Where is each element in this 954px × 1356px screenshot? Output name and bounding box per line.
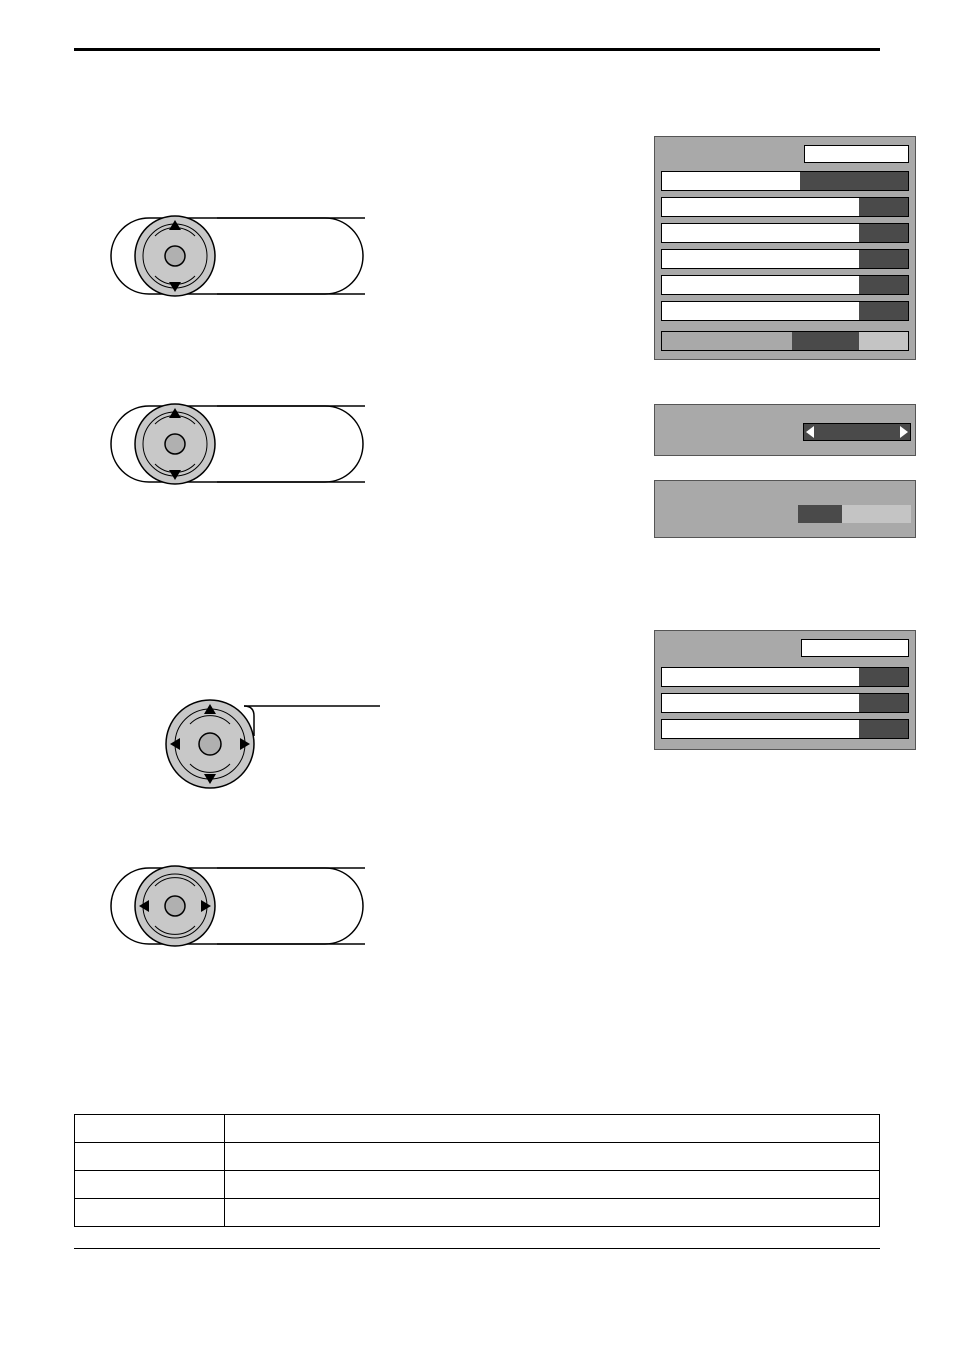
knob-diagram-3 [160,680,380,808]
knob-diagram-2 [109,380,365,508]
osd-row [661,719,909,739]
knob-diagram-4 [109,842,365,970]
bottom-rule [74,1248,880,1249]
table-row [75,1199,880,1227]
osd-row [661,667,909,687]
table-row [75,1171,880,1199]
table-row [75,1143,880,1171]
osd-row [661,249,909,269]
osd-menu-title [804,145,909,163]
settings-table [74,1114,880,1227]
osd-row [661,171,909,191]
top-rule [74,48,880,51]
osd-slider-arrows [654,404,916,456]
chevron-left-icon [806,426,814,438]
slider-fill [798,505,842,523]
osd-row [661,693,909,713]
osd-menu-large [654,136,916,360]
slider-remaining [842,505,911,523]
osd-slider-fill [654,480,916,538]
osd-menu-title [801,639,909,657]
osd-menu-small [654,630,916,750]
chevron-right-icon [900,426,908,438]
osd-row [661,223,909,243]
osd-bottom-row [661,331,909,351]
osd-row [661,301,909,321]
slider-track [803,423,911,441]
osd-row [661,197,909,217]
table-row [75,1115,880,1143]
knob-diagram-1 [109,192,365,320]
osd-row [661,275,909,295]
